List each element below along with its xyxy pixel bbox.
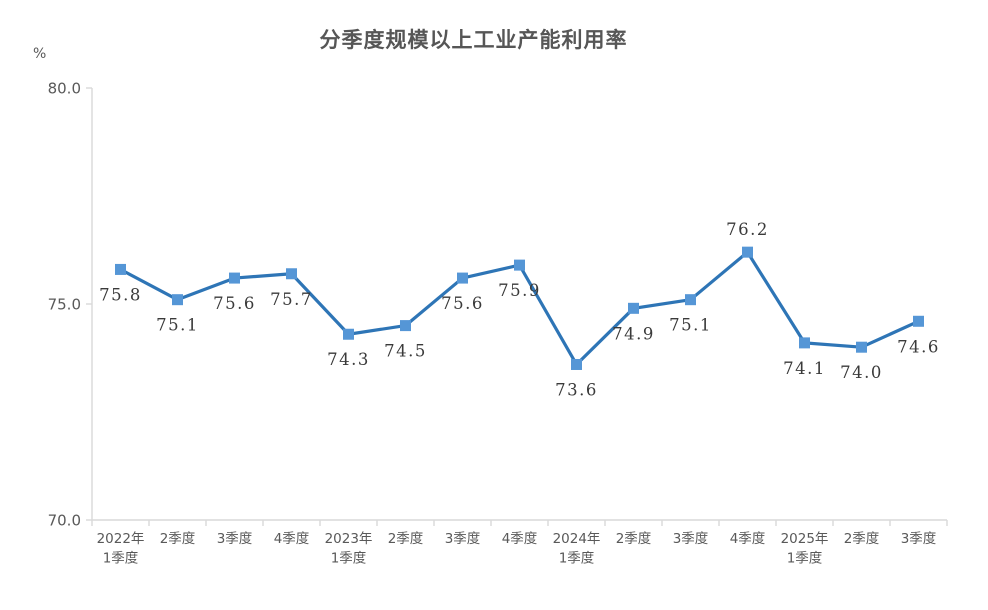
x-axis-tick-label: 4季度	[502, 531, 538, 547]
data-point-label: 76.2	[726, 220, 769, 239]
data-point-label: 74.9	[612, 324, 655, 343]
data-point-label: 75.6	[213, 294, 256, 313]
data-point-marker	[229, 272, 240, 284]
x-axis-tick-label: 3季度	[445, 531, 481, 547]
data-point-marker	[685, 294, 696, 306]
x-axis-tick-label: 2023年 1季度	[325, 531, 373, 567]
data-point-marker	[115, 263, 126, 275]
data-point-marker	[400, 320, 411, 332]
data-point-label: 75.9	[498, 281, 541, 300]
data-point-label: 75.7	[270, 290, 313, 309]
data-point-marker	[856, 341, 867, 353]
x-axis-tick-label: 3季度	[673, 531, 709, 547]
data-point-label: 74.5	[384, 342, 427, 361]
data-point-label: 75.1	[669, 316, 712, 335]
x-axis-tick-label: 2025年 1季度	[781, 531, 829, 567]
x-axis-tick-label: 2024年 1季度	[553, 531, 601, 567]
data-point-marker	[514, 259, 525, 271]
x-axis-tick-label: 2季度	[388, 531, 424, 547]
data-point-label: 74.3	[327, 350, 370, 369]
y-axis-tick-label: 75.0	[48, 296, 81, 314]
x-axis-tick-label: 2季度	[844, 531, 880, 547]
data-point-marker	[343, 328, 354, 340]
data-point-label: 73.6	[555, 380, 598, 399]
data-point-label: 75.1	[156, 316, 199, 335]
x-axis-tick-label: 2022年 1季度	[97, 531, 145, 567]
data-point-marker	[571, 358, 582, 370]
data-point-marker	[628, 302, 639, 314]
data-point-marker	[742, 246, 753, 258]
y-axis-tick-label: 70.0	[48, 512, 81, 530]
x-axis-tick-label: 4季度	[274, 531, 310, 547]
data-point-marker	[913, 315, 924, 327]
data-point-marker	[286, 268, 297, 280]
data-point-marker	[172, 294, 183, 306]
chart-title: 分季度规模以上工业产能利用率	[319, 28, 628, 52]
data-point-label: 74.0	[840, 363, 883, 382]
y-axis-tick-label: 80.0	[48, 80, 81, 98]
data-point-label: 74.6	[897, 337, 940, 356]
x-axis-tick-label: 2季度	[160, 531, 196, 547]
y-axis-unit-label: %	[33, 46, 47, 62]
data-point-label: 74.1	[783, 359, 826, 378]
data-point-label: 75.8	[99, 285, 142, 304]
data-point-marker	[799, 337, 810, 349]
data-point-label: 75.6	[441, 294, 484, 313]
x-axis-tick-label: 2季度	[616, 531, 652, 547]
x-axis-tick-label: 3季度	[901, 531, 937, 547]
x-axis-tick-label: 3季度	[217, 531, 253, 547]
x-axis-tick-label: 4季度	[730, 531, 766, 547]
data-point-marker	[457, 272, 468, 284]
